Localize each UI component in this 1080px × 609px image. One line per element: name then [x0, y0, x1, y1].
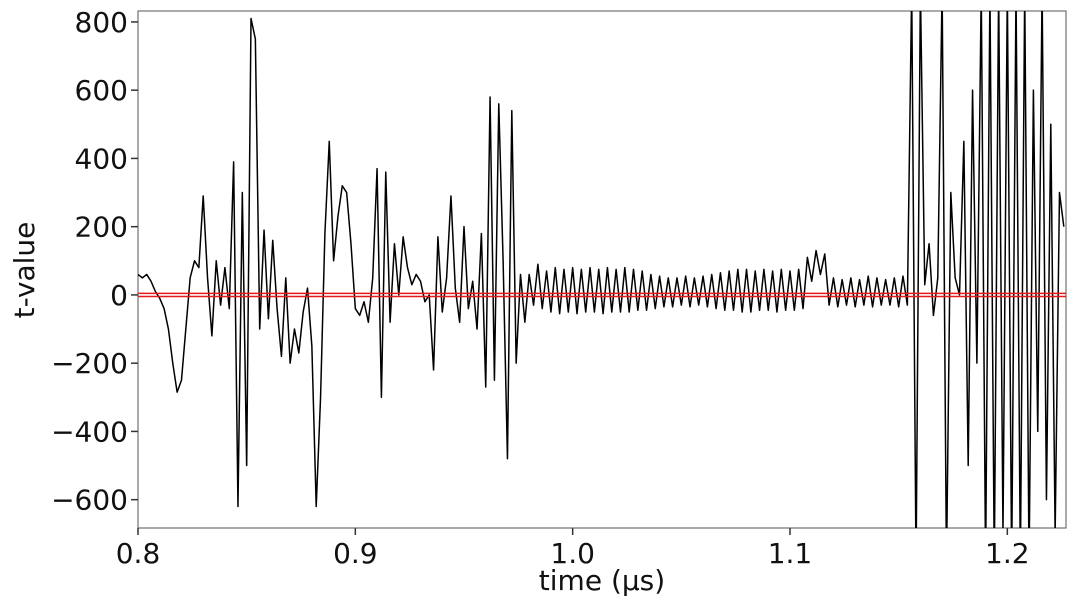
- data-line: [138, 11, 1065, 528]
- x-tick-label: 0.9: [333, 537, 378, 570]
- y-tick-label: −600: [51, 484, 128, 517]
- y-tick-label: −400: [51, 415, 128, 448]
- y-tick-label: 600: [75, 74, 128, 107]
- y-tick-label: 200: [75, 211, 128, 244]
- x-tick-label: 0.8: [116, 537, 161, 570]
- y-tick-label: 0: [110, 279, 128, 312]
- plot-frame: [137, 10, 1067, 529]
- y-tick-label: 400: [75, 142, 128, 175]
- x-tick-label: 1.0: [550, 537, 595, 570]
- y-tick-label: −200: [51, 347, 128, 380]
- x-tick-label: 1.2: [985, 537, 1030, 570]
- x-tick-label: 1.1: [768, 537, 813, 570]
- y-tick-label: 800: [75, 6, 128, 39]
- y-axis-label: t-value: [8, 222, 41, 319]
- x-axis-label: time (μs): [539, 564, 665, 597]
